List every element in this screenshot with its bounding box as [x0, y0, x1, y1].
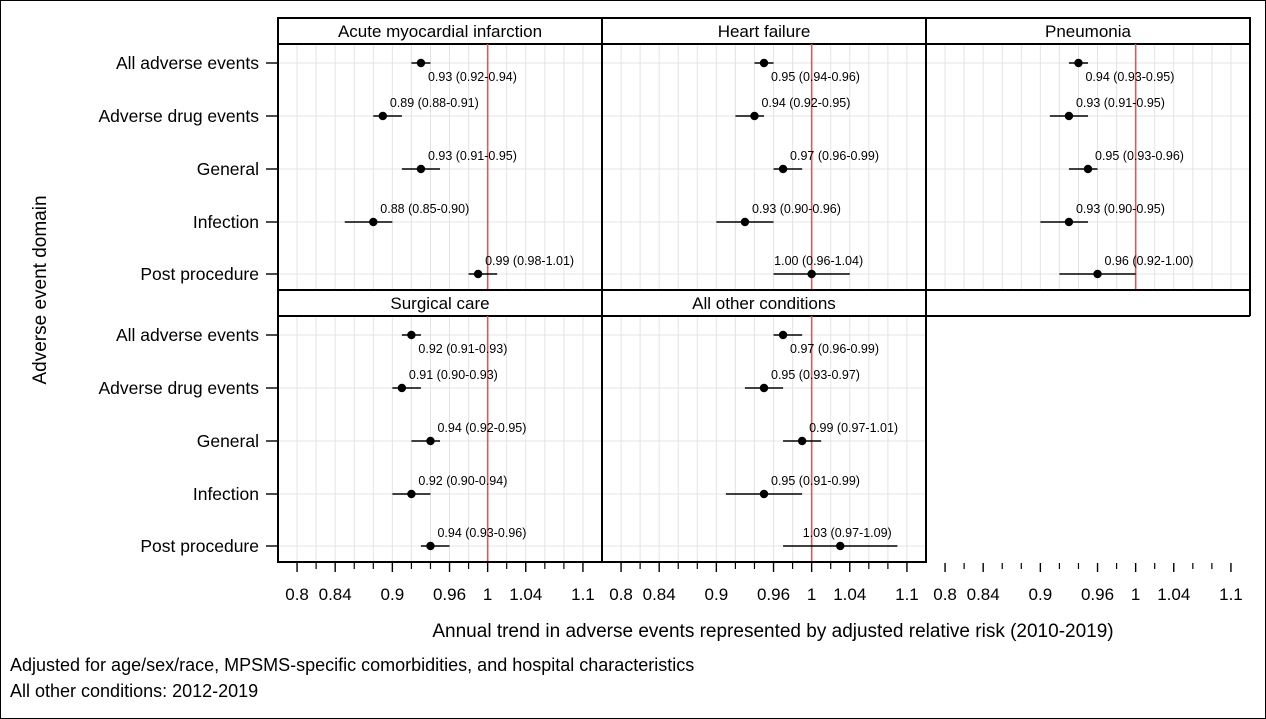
point-estimate: [759, 383, 769, 393]
value-label: 0.94 (0.92-0.95): [761, 96, 850, 110]
point-estimate: [740, 217, 750, 227]
point-estimate: [759, 58, 769, 68]
empty-panel-area: [926, 290, 1250, 316]
value-label: 0.97 (0.96-0.99): [790, 149, 879, 163]
point-estimate: [778, 330, 788, 340]
value-label: 0.93 (0.92-0.94): [428, 70, 517, 84]
point-estimate: [1083, 164, 1093, 174]
x-tick-label: 1.1: [1219, 585, 1243, 604]
value-label: 0.95 (0.93-0.96): [1095, 149, 1184, 163]
y-tick-label: Adverse drug events: [98, 106, 259, 126]
point-estimate: [369, 217, 378, 227]
x-tick-label: 0.8: [933, 585, 957, 604]
point-estimate: [416, 164, 426, 174]
value-label: 0.94 (0.92-0.95): [437, 421, 526, 435]
x-tick-label: 0.9: [705, 585, 729, 604]
value-label: 0.88 (0.85-0.90): [380, 202, 469, 216]
value-label: 0.95 (0.94-0.96): [771, 70, 860, 84]
point-estimate: [836, 541, 845, 551]
point-estimate: [807, 269, 816, 279]
y-tick-label: Adverse drug events: [98, 378, 259, 398]
footnote-adjustment: Adjusted for age/sex/race, MPSMS-specifi…: [10, 655, 695, 675]
y-tick-label: Post procedure: [140, 536, 259, 556]
x-tick-label: 0.96: [757, 585, 790, 604]
point-estimate: [397, 383, 407, 393]
y-tick-label: Post procedure: [140, 264, 259, 284]
value-label: 0.89 (0.88-0.91): [390, 96, 479, 110]
value-label: 0.99 (0.98-1.01): [485, 254, 574, 268]
panel-title: All other conditions: [692, 294, 836, 313]
value-label: 1.03 (0.97-1.09): [803, 526, 892, 540]
point-estimate: [797, 436, 807, 446]
point-estimate: [759, 489, 769, 499]
footnote-period: All other conditions: 2012-2019: [10, 681, 259, 701]
y-tick-label: Infection: [193, 212, 259, 232]
point-estimate: [1093, 269, 1102, 279]
point-estimate: [426, 541, 435, 551]
point-estimate: [426, 436, 435, 446]
x-tick-label: 1.04: [509, 585, 542, 604]
y-tick-label: Infection: [193, 484, 259, 504]
x-tick-label: 0.84: [319, 585, 352, 604]
x-tick-label: 0.96: [1081, 585, 1114, 604]
panel-title: Pneumonia: [1045, 22, 1132, 41]
value-label: 0.93 (0.90-0.95): [1076, 202, 1165, 216]
value-label: 0.97 (0.96-0.99): [790, 342, 879, 356]
x-tick-label: 0.84: [643, 585, 676, 604]
value-label: 0.99 (0.97-1.01): [809, 421, 898, 435]
value-label: 0.95 (0.93-0.97): [771, 368, 860, 382]
value-label: 1.00 (0.96-1.04): [774, 254, 863, 268]
point-estimate: [750, 111, 759, 121]
x-tick-label: 1.04: [833, 585, 866, 604]
panel-title: Surgical care: [390, 294, 489, 313]
y-axis-title: Adverse event domain: [30, 195, 51, 384]
point-estimate: [778, 164, 788, 174]
x-tick-label: 0.9: [1029, 585, 1053, 604]
value-label: 0.96 (0.92-1.00): [1105, 254, 1194, 268]
x-tick-label: 1: [1131, 585, 1140, 604]
x-tick-label: 0.8: [609, 585, 633, 604]
value-label: 0.93 (0.91-0.95): [428, 149, 517, 163]
y-tick-label: General: [197, 431, 259, 451]
value-label: 0.93 (0.90-0.96): [752, 202, 841, 216]
point-estimate: [473, 269, 483, 279]
point-estimate: [1064, 217, 1074, 227]
x-tick-label: 1.04: [1157, 585, 1190, 604]
y-tick-label: All adverse events: [116, 53, 259, 73]
value-label: 0.95 (0.91-0.99): [771, 474, 860, 488]
point-estimate: [407, 330, 416, 340]
x-tick-label: 1.1: [895, 585, 919, 604]
point-estimate: [378, 111, 388, 121]
value-label: 0.92 (0.90-0.94): [418, 474, 507, 488]
point-estimate: [407, 489, 416, 499]
panel-title: Heart failure: [718, 22, 811, 41]
x-tick-label: 1.1: [571, 585, 595, 604]
x-tick-label: 0.8: [285, 585, 309, 604]
point-estimate: [1064, 111, 1074, 121]
x-tick-label: 1: [807, 585, 816, 604]
x-tick-label: 1: [483, 585, 492, 604]
x-tick-label: 0.9: [381, 585, 405, 604]
y-tick-label: General: [197, 159, 259, 179]
value-label: 0.94 (0.93-0.95): [1085, 70, 1174, 84]
x-tick-label: 0.84: [967, 585, 1000, 604]
value-label: 0.93 (0.91-0.95): [1076, 96, 1165, 110]
point-estimate: [1074, 58, 1083, 68]
point-estimate: [416, 58, 426, 68]
value-label: 0.91 (0.90-0.93): [409, 368, 498, 382]
y-tick-label: All adverse events: [116, 325, 259, 345]
value-label: 0.92 (0.91-0.93): [418, 342, 507, 356]
x-axis-title: Annual trend in adverse events represent…: [432, 621, 1113, 642]
value-label: 0.94 (0.93-0.96): [437, 526, 526, 540]
panel-title: Acute myocardial infarction: [338, 22, 542, 41]
x-tick-label: 0.96: [433, 585, 466, 604]
